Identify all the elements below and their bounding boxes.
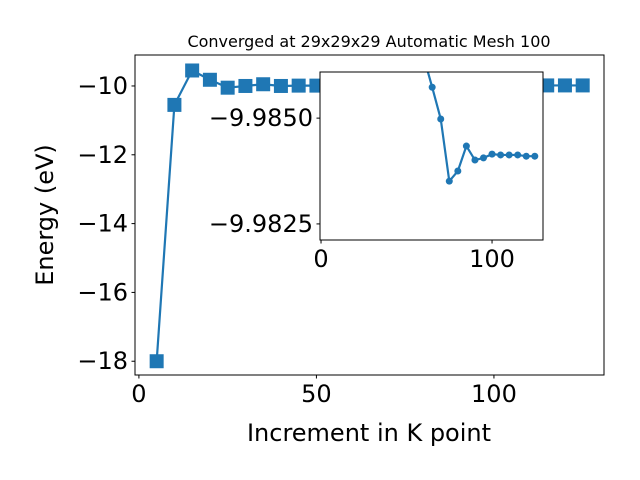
marker: [471, 156, 479, 164]
x-tick-label: 0: [131, 380, 146, 408]
y-tick-label: −14: [77, 210, 128, 238]
marker: [256, 77, 271, 92]
axes-frame: [134, 54, 605, 376]
marker: [514, 151, 522, 159]
marker: [497, 151, 505, 159]
y-tick-label: −18: [77, 347, 128, 375]
marker: [522, 152, 530, 160]
marker: [531, 152, 539, 160]
x-tick-label: 50: [301, 380, 332, 408]
marker: [273, 78, 288, 93]
marker: [462, 142, 470, 150]
marker: [428, 83, 436, 91]
y-tick-label: −16: [77, 278, 128, 306]
marker: [575, 78, 590, 93]
marker: [185, 63, 200, 78]
x-tick-label: 100: [469, 245, 515, 273]
marker: [454, 167, 462, 175]
y-axis-label: Energy (eV): [31, 144, 59, 286]
marker: [488, 150, 496, 158]
marker: [437, 115, 445, 123]
y-tick-label: −9.9850: [209, 104, 313, 132]
marker: [238, 78, 253, 93]
marker: [479, 154, 487, 162]
y-tick-label: −10: [77, 72, 128, 100]
marker: [445, 177, 453, 185]
marker: [149, 354, 164, 369]
y-tick-label: −9.9825: [209, 210, 313, 238]
chart-title: Converged at 29x29x29 Automatic Mesh 100: [187, 32, 550, 51]
plot-content: [426, 72, 539, 185]
x-axis-label: Increment in K point: [247, 419, 491, 447]
x-tick-label: 0: [313, 245, 328, 273]
marker: [557, 78, 572, 93]
marker: [167, 97, 182, 112]
y-tick-label: −12: [77, 141, 128, 169]
marker: [291, 78, 306, 93]
marker: [202, 72, 217, 87]
marker: [540, 78, 555, 93]
x-tick-label: 100: [471, 380, 517, 408]
axes-frame: [319, 71, 544, 241]
marker: [505, 151, 513, 159]
marker: [220, 80, 235, 95]
